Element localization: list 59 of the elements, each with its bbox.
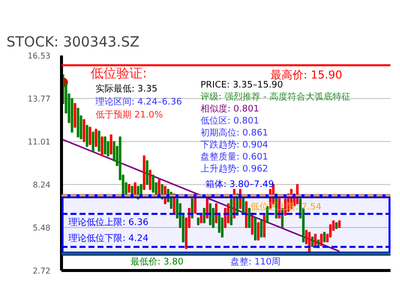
ref-line-label: 最低价: 3.80: [130, 256, 184, 268]
chart-title: STOCK: 300343.SZ: [6, 34, 140, 50]
candlestick: [311, 236, 314, 248]
candlestick: [314, 234, 317, 248]
candlestick: [140, 184, 142, 197]
candlestick: [202, 208, 206, 224]
y-tick-label: 16.53: [28, 52, 51, 60]
annotation: 下跌趋势: 0.904: [200, 140, 268, 150]
y-tick-label: 8.24: [32, 180, 50, 190]
annotation: 评级: 强烈推荐 - 高度符合大弧底特征: [200, 92, 350, 102]
candlestick: [254, 218, 257, 240]
candlestick: [134, 182, 136, 195]
annotation: 低位验证:: [90, 66, 147, 82]
y-tick-label: 13.77: [28, 94, 51, 104]
annotation: 上升趋势: 0.962: [200, 164, 268, 174]
candlestick: [92, 132, 94, 152]
annotation: PRICE: 3.35–15.90: [200, 80, 284, 90]
candlestick: [130, 186, 134, 197]
candlestick: [146, 160, 148, 186]
annotation: 理论区间: 4.24–6.36: [96, 96, 182, 108]
annotation: 盘整质量: 0.601: [200, 152, 268, 162]
candlestick: [82, 119, 86, 142]
candlestick: [88, 126, 92, 146]
candlestick: [148, 170, 152, 190]
candlestick: [104, 136, 106, 155]
ref-line-label: 理论低位下限: 4.24: [68, 232, 149, 244]
candlestick: [86, 124, 88, 147]
candlestick: [94, 128, 98, 147]
ref-line-label: 最高价: 15.90: [270, 68, 342, 82]
candlestick: [190, 198, 194, 219]
candlestick: [239, 188, 242, 209]
candlestick: [248, 208, 251, 228]
annotation: 相似度: 0.801: [200, 104, 260, 114]
y-tick-label: 5.48: [32, 224, 50, 233]
y-tick-label: 2.72: [32, 266, 50, 276]
candlestick: [164, 186, 166, 204]
annotation: 实际最低: 3.35: [96, 84, 158, 94]
candlestick: [100, 136, 104, 156]
candlestick: [158, 179, 160, 195]
candlestick: [98, 130, 100, 152]
candlestick: [323, 232, 326, 242]
candlestick: [214, 203, 218, 224]
candlestick: [206, 198, 208, 219]
annotation: 低位区: 0.801: [200, 116, 260, 126]
y-tick-label: 11.01: [28, 137, 51, 146]
candlestick: [194, 194, 196, 214]
candlestick: [170, 192, 172, 209]
candlestick: [257, 222, 260, 240]
candlestick: [320, 234, 323, 246]
annotation: 初期高位: 0.861: [200, 128, 268, 138]
annotation: 盘整: 110周: [230, 256, 281, 268]
candlestick: [74, 102, 76, 128]
band-label: 箱体: 3.80–7.49: [206, 179, 274, 190]
candlestick: [263, 214, 266, 238]
candlestick: [110, 134, 112, 155]
annotation: 低于预期 21.0%: [96, 110, 164, 120]
candlestick: [152, 174, 154, 193]
candlestick: [260, 220, 263, 238]
ref-line-label: 理论低位上限: 6.36: [68, 216, 149, 228]
